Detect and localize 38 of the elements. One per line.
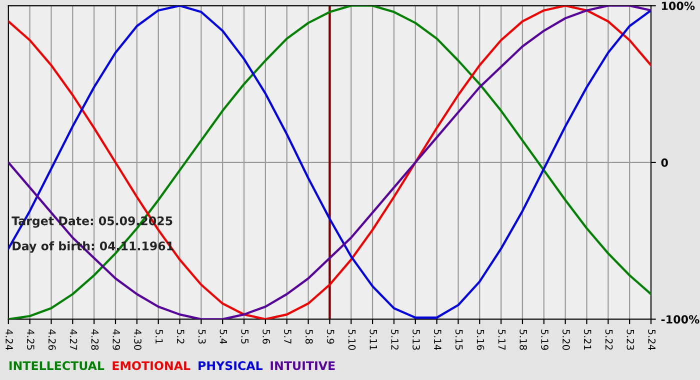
x-tick-label: 5.1 — [156, 330, 163, 344]
x-tick-label: 4.28 — [91, 329, 99, 350]
x-tick-label: 4.26 — [48, 329, 56, 350]
x-tick-label: 5.21 — [584, 330, 592, 350]
y-tick-label: 100% — [662, 2, 695, 10]
text: INTUITIVE — [270, 361, 335, 370]
x-tick-label: 5.11 — [370, 330, 377, 350]
text: EMOTIONAL — [112, 361, 190, 370]
x-tick-label: 5.15 — [455, 330, 463, 350]
x-tick-label: 4.30 — [134, 329, 142, 350]
x-tick-label: 5.18 — [520, 330, 528, 350]
x-tick-label: 5.12 — [391, 330, 398, 350]
x-tick-label: 5.3 — [198, 330, 206, 344]
x-tick-label: 4.27 — [70, 329, 78, 350]
x-tick-label: 5.24 — [648, 330, 656, 350]
x-tick-label: 5.23 — [626, 330, 634, 350]
x-tick-label: 5.20 — [562, 330, 570, 350]
x-tick-label: 5.10 — [348, 330, 356, 350]
x-tick-label: 5.14 — [434, 330, 442, 350]
x-tick-label: 5.5 — [241, 330, 248, 344]
y-tick-label: -100% — [661, 315, 700, 324]
x-tick-label: 5.13 — [412, 330, 420, 350]
x-tick-label: 5.6 — [262, 330, 270, 344]
x-tick-label: 5.4 — [220, 330, 228, 344]
x-tick-label: 5.8 — [305, 330, 313, 344]
x-tick-label: 4.25 — [27, 329, 34, 350]
x-tick-label: 5.2 — [176, 330, 184, 344]
x-tick-label: 5.17 — [498, 330, 506, 350]
x-tick-label: 5.19 — [541, 330, 548, 350]
text: INTELLECTUAL — [9, 361, 104, 370]
x-tick-label: 4.24 — [6, 329, 13, 350]
text: PHYSICAL — [198, 361, 262, 370]
x-tick-label: 5.9 — [326, 330, 334, 344]
x-tick-label: 5.7 — [284, 330, 292, 344]
x-tick-label: 5.16 — [476, 330, 484, 350]
y-tick-label: 0 — [661, 158, 668, 167]
x-tick-label: 4.29 — [112, 329, 120, 350]
x-tick-label: 5.22 — [605, 330, 613, 350]
